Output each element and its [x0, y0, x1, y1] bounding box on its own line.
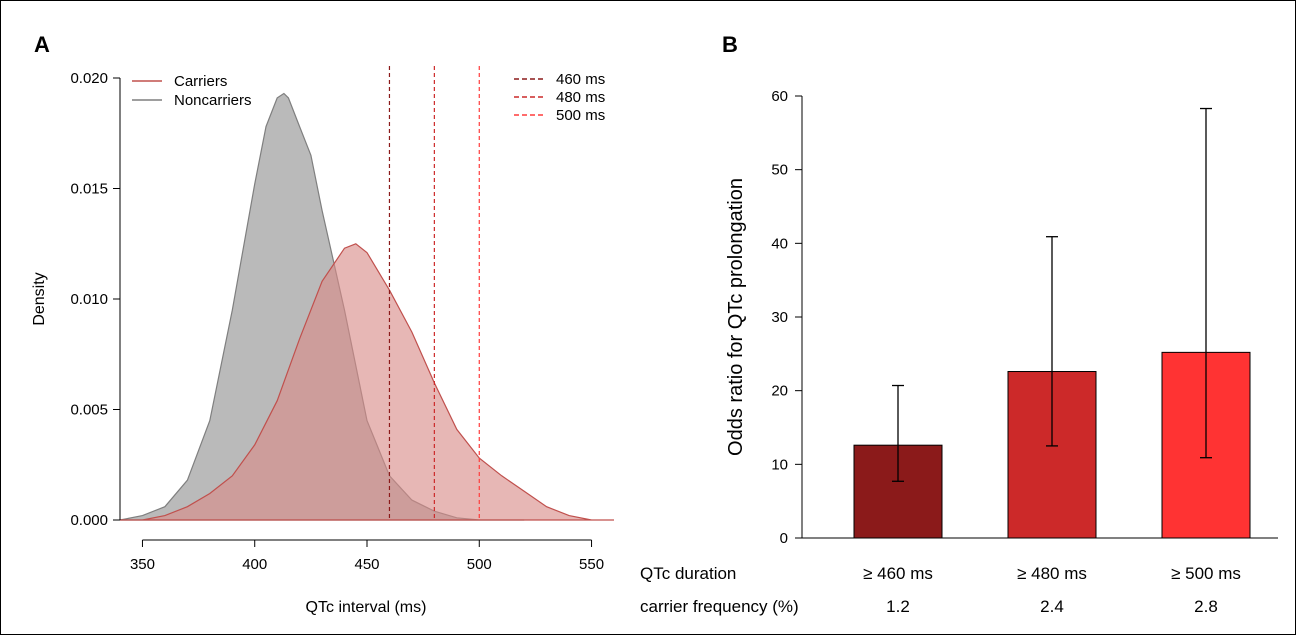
threshold-legend-label: 460 ms — [556, 71, 605, 88]
density-x-axis-title: QTc interval (ms) — [306, 599, 427, 616]
legend-noncarriers-label: Noncarriers — [174, 92, 252, 109]
threshold-legend-label: 480 ms — [556, 89, 605, 106]
qtc-duration-category: ≥ 480 ms — [1017, 564, 1087, 583]
odds-ratio-y-tick-label: 0 — [780, 530, 788, 547]
density-x-tick-label: 500 — [467, 556, 492, 573]
odds-ratio-y-tick-label: 10 — [771, 456, 788, 473]
odds-ratio-y-tick-label: 30 — [771, 309, 788, 326]
odds-ratio-y-tick-label: 40 — [771, 235, 788, 252]
carrier-frequency-value: 1.2 — [886, 597, 910, 616]
odds-ratio-y-tick-label: 50 — [771, 162, 788, 179]
density-axes: 0.000 0.005 0.010 0.015 0.020 350 400 450 500 550 — [70, 70, 604, 573]
density-x-tick-label: 350 — [130, 556, 155, 573]
series-legend: Carriers Noncarriers — [132, 73, 252, 109]
carrier-frequency-value: 2.8 — [1194, 597, 1218, 616]
odds-ratio-y-tick-label: 20 — [771, 383, 788, 400]
odds-ratio-y-tick-label: 60 — [771, 88, 788, 105]
density-x-tick-label: 400 — [242, 556, 267, 573]
odds-ratio-bars — [853, 107, 1251, 539]
odds-ratio-axes: 0 10 20 30 40 50 60 — [771, 88, 1278, 547]
qtc-duration-category: ≥ 500 ms — [1171, 564, 1241, 583]
density-plot: 0.000 0.005 0.010 0.015 0.020 350 400 450 500 550… — [31, 66, 614, 616]
panel-letter-b: B — [722, 32, 738, 57]
density-area-carriers — [120, 243, 614, 521]
odds-ratio-y-axis-title: Odds ratio for QTc prolongation — [725, 178, 747, 456]
threshold-legend-label: 500 ms — [556, 107, 605, 124]
density-y-tick-label: 0.005 — [70, 402, 108, 419]
density-y-tick-label: 0.015 — [70, 181, 108, 198]
threshold-lines — [388, 66, 480, 520]
carrier-frequency-value: 2.4 — [1040, 597, 1064, 616]
category-table: QTc duration carrier frequency (%) ≥ 460… — [640, 564, 1241, 616]
density-y-tick-label: 0.020 — [70, 70, 108, 87]
carrier-frequency-row-label: carrier frequency (%) — [640, 597, 799, 616]
odds-ratio-bar-chart: 0 10 20 30 40 50 60 Odds ratio for QTc prolong… — [640, 88, 1278, 616]
qtc-duration-row-label: QTc duration — [640, 564, 736, 583]
qtc-duration-category: ≥ 460 ms — [863, 564, 933, 583]
density-x-tick-label: 550 — [579, 556, 604, 573]
legend-carriers-label: Carriers — [174, 73, 227, 90]
density-y-tick-label: 0.010 — [70, 291, 108, 308]
density-x-tick-label: 450 — [354, 556, 379, 573]
density-y-tick-label: 0.000 — [70, 512, 108, 529]
density-areas — [119, 92, 614, 521]
panel-letter-a: A — [34, 32, 50, 57]
density-y-axis-title: Density — [31, 272, 48, 325]
